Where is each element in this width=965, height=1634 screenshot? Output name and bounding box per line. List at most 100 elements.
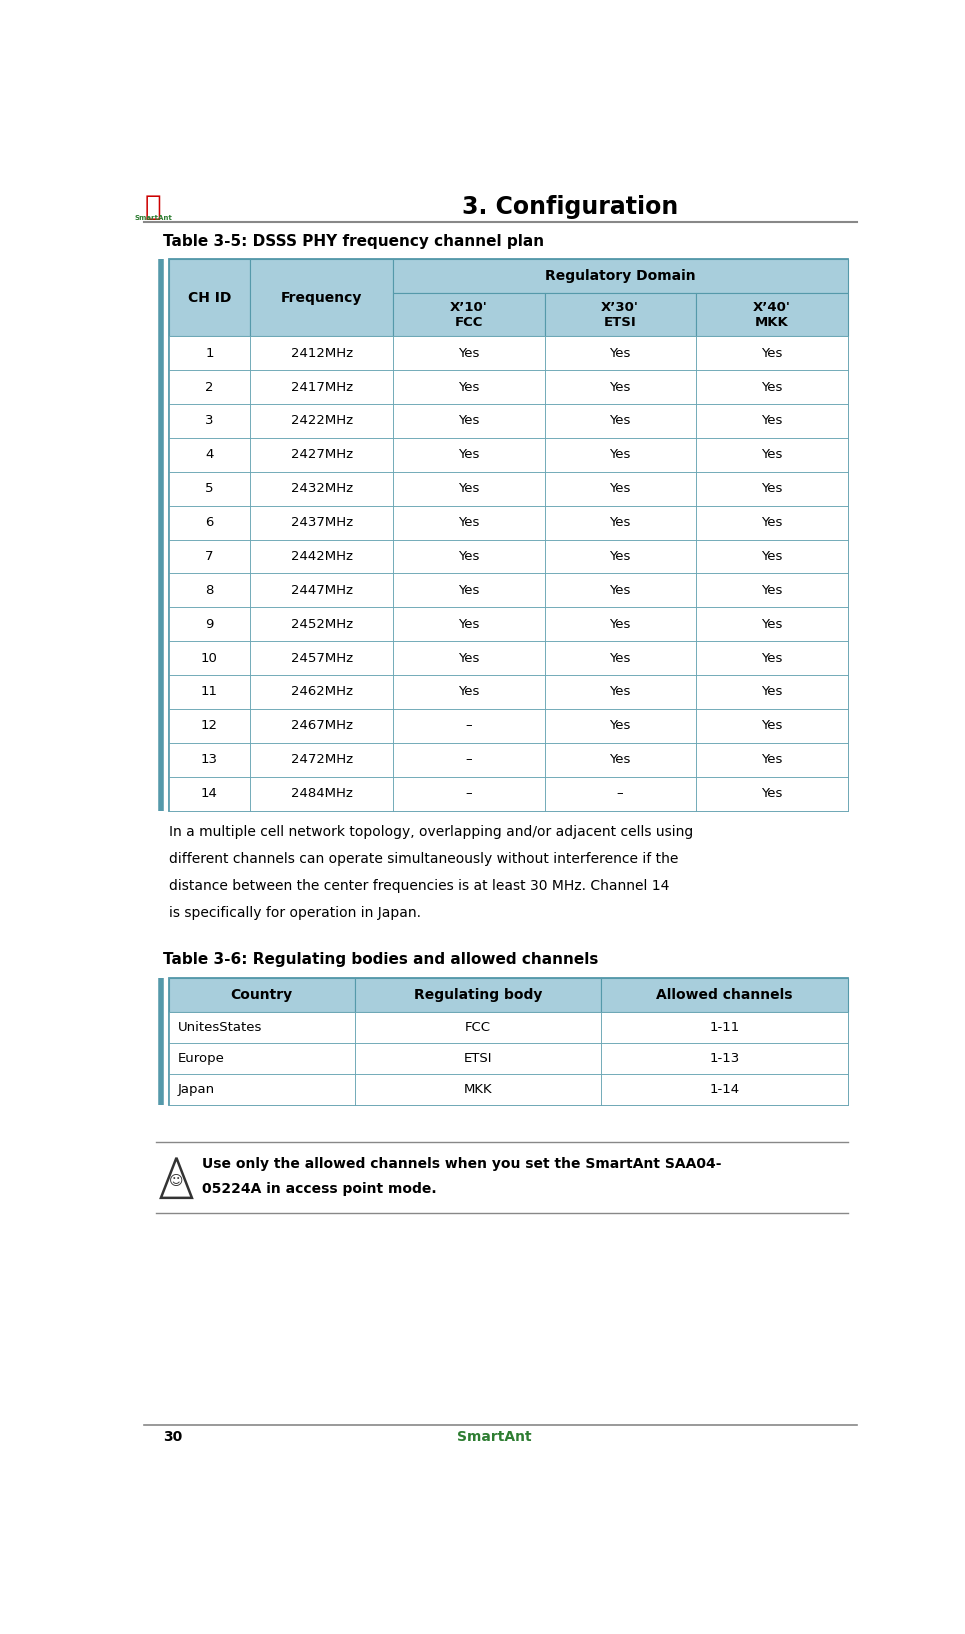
Text: Yes: Yes bbox=[761, 685, 783, 698]
Bar bbox=[394, 369, 544, 404]
Text: 2432MHz: 2432MHz bbox=[290, 482, 353, 495]
Text: Allowed channels: Allowed channels bbox=[656, 989, 792, 1002]
Bar bbox=[169, 574, 250, 608]
Bar bbox=[169, 608, 250, 641]
Text: Yes: Yes bbox=[761, 516, 783, 529]
Bar bbox=[394, 709, 544, 743]
Text: 3. Configuration: 3. Configuration bbox=[462, 194, 678, 219]
Text: distance between the center frequencies is at least 30 MHz. Channel 14: distance between the center frequencies … bbox=[169, 879, 669, 894]
Text: 14: 14 bbox=[201, 788, 218, 801]
Text: Yes: Yes bbox=[610, 482, 631, 495]
Text: 2467MHz: 2467MHz bbox=[290, 719, 353, 732]
Bar bbox=[394, 675, 544, 709]
Text: Yes: Yes bbox=[458, 516, 480, 529]
Bar bbox=[169, 260, 847, 810]
Bar bbox=[250, 608, 394, 641]
Text: Frequency: Frequency bbox=[281, 291, 363, 304]
Text: Use only the allowed channels when you set the SmartAnt SAA04-: Use only the allowed channels when you s… bbox=[202, 1157, 722, 1172]
Bar bbox=[696, 369, 847, 404]
Bar bbox=[544, 369, 696, 404]
Text: 1-11: 1-11 bbox=[709, 1021, 739, 1034]
Text: 2417MHz: 2417MHz bbox=[290, 381, 353, 394]
Bar bbox=[169, 438, 250, 472]
Bar bbox=[169, 1013, 355, 1042]
Bar bbox=[696, 574, 847, 608]
Text: Yes: Yes bbox=[610, 652, 631, 665]
Bar bbox=[355, 1013, 601, 1042]
Text: Yes: Yes bbox=[458, 652, 480, 665]
Text: UnitesStates: UnitesStates bbox=[178, 1021, 262, 1034]
Text: Japan: Japan bbox=[178, 1083, 215, 1096]
Bar bbox=[250, 369, 394, 404]
Bar bbox=[169, 260, 250, 337]
Text: 2442MHz: 2442MHz bbox=[290, 551, 353, 564]
Text: Yes: Yes bbox=[458, 448, 480, 461]
Bar bbox=[544, 776, 696, 810]
Text: Yes: Yes bbox=[761, 583, 783, 596]
Text: 2472MHz: 2472MHz bbox=[290, 753, 353, 766]
Bar bbox=[169, 979, 847, 1105]
Bar bbox=[394, 608, 544, 641]
Bar bbox=[394, 641, 544, 675]
Bar bbox=[250, 641, 394, 675]
Text: X’40'
MKK: X’40' MKK bbox=[753, 301, 790, 328]
Text: 2422MHz: 2422MHz bbox=[290, 415, 353, 428]
Text: ☺: ☺ bbox=[169, 1173, 183, 1188]
Text: Yes: Yes bbox=[610, 685, 631, 698]
Text: 05224A in access point mode.: 05224A in access point mode. bbox=[202, 1183, 436, 1196]
Bar bbox=[250, 539, 394, 574]
Bar bbox=[250, 260, 394, 337]
Bar bbox=[169, 505, 250, 539]
Bar bbox=[394, 404, 544, 438]
Text: –: – bbox=[617, 788, 623, 801]
Bar bbox=[696, 472, 847, 505]
Bar bbox=[394, 438, 544, 472]
Text: Country: Country bbox=[231, 989, 292, 1002]
Bar bbox=[355, 1042, 601, 1074]
Bar bbox=[601, 1013, 847, 1042]
Text: 6: 6 bbox=[206, 516, 213, 529]
Text: ETSI: ETSI bbox=[463, 1052, 492, 1065]
Text: 2427MHz: 2427MHz bbox=[290, 448, 353, 461]
Bar bbox=[544, 292, 696, 337]
Bar bbox=[169, 641, 250, 675]
Bar bbox=[169, 369, 250, 404]
Text: Yes: Yes bbox=[761, 788, 783, 801]
Bar bbox=[601, 1074, 847, 1105]
Bar bbox=[355, 1074, 601, 1105]
Bar bbox=[696, 641, 847, 675]
Text: Yes: Yes bbox=[761, 719, 783, 732]
Text: FCC: FCC bbox=[465, 1021, 491, 1034]
Text: 12: 12 bbox=[201, 719, 218, 732]
Bar bbox=[394, 776, 544, 810]
Text: 11: 11 bbox=[201, 685, 218, 698]
Text: Yes: Yes bbox=[458, 618, 480, 631]
Bar bbox=[394, 292, 544, 337]
Text: Regulating body: Regulating body bbox=[414, 989, 542, 1002]
Text: Yes: Yes bbox=[761, 381, 783, 394]
Text: Yes: Yes bbox=[610, 551, 631, 564]
Bar bbox=[544, 404, 696, 438]
Bar bbox=[250, 675, 394, 709]
Bar bbox=[250, 438, 394, 472]
Text: Yes: Yes bbox=[761, 346, 783, 359]
Text: 2457MHz: 2457MHz bbox=[290, 652, 353, 665]
Bar bbox=[394, 505, 544, 539]
Text: MKK: MKK bbox=[463, 1083, 492, 1096]
Text: 2437MHz: 2437MHz bbox=[290, 516, 353, 529]
Bar bbox=[394, 574, 544, 608]
Text: different channels can operate simultaneously without interference if the: different channels can operate simultane… bbox=[169, 851, 678, 866]
Bar bbox=[696, 337, 847, 369]
Bar bbox=[394, 472, 544, 505]
Text: Europe: Europe bbox=[178, 1052, 225, 1065]
Bar bbox=[696, 292, 847, 337]
Text: 1: 1 bbox=[206, 346, 213, 359]
Text: Yes: Yes bbox=[458, 583, 480, 596]
Bar bbox=[394, 337, 544, 369]
Text: Yes: Yes bbox=[761, 618, 783, 631]
Text: 3: 3 bbox=[206, 415, 213, 428]
Text: 2412MHz: 2412MHz bbox=[290, 346, 353, 359]
Bar bbox=[169, 1042, 355, 1074]
Bar bbox=[394, 539, 544, 574]
Text: Yes: Yes bbox=[458, 415, 480, 428]
